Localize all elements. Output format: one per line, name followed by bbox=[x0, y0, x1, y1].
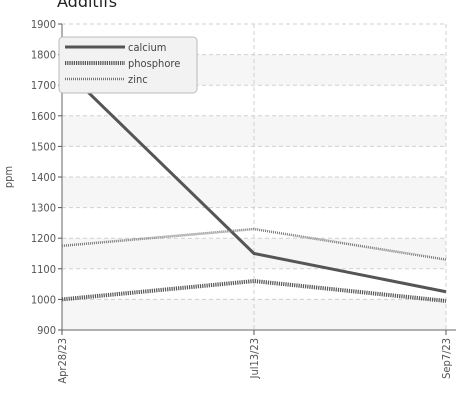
legend-label-zinc: zinc bbox=[128, 73, 148, 86]
x-tick-label: Apr28/23 bbox=[56, 338, 69, 384]
legend-label-phosphore: phosphore bbox=[128, 57, 180, 70]
y-tick-label: 1500 bbox=[31, 140, 56, 153]
legend-label-calcium: calcium bbox=[128, 41, 166, 54]
y-tick-label: 900 bbox=[37, 324, 56, 337]
y-tick-label: 1000 bbox=[31, 293, 56, 306]
y-tick-label: 1100 bbox=[31, 263, 56, 276]
x-tick-label: Jul13/23 bbox=[248, 338, 261, 379]
y-tick-label: 1600 bbox=[31, 110, 56, 123]
y-tick-label: 1800 bbox=[31, 49, 56, 62]
y-tick-label: 1900 bbox=[31, 18, 56, 31]
x-tick-label: Sep7/23 bbox=[440, 338, 453, 379]
chart-title: Additifs bbox=[57, 0, 117, 11]
y-tick-label: 1400 bbox=[31, 171, 56, 184]
y-tick-label: 1700 bbox=[31, 79, 56, 92]
y-tick-label: 1300 bbox=[31, 202, 56, 215]
y-tick-label: 1200 bbox=[31, 232, 56, 245]
y-axis-label: ppm bbox=[2, 166, 15, 188]
